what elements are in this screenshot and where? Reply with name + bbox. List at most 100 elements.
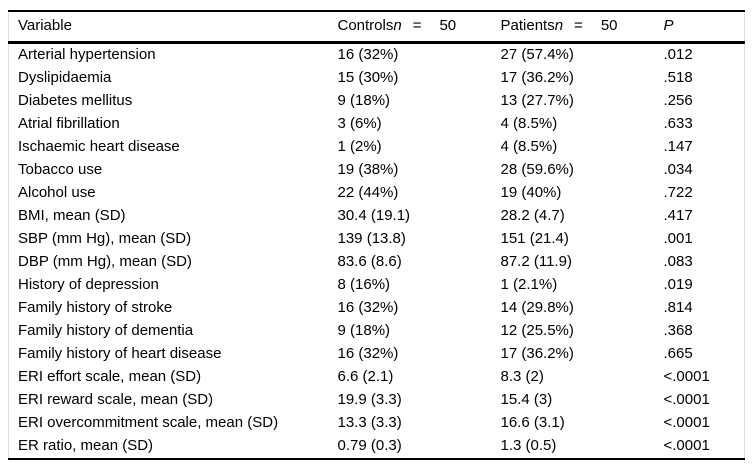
cell-p-value: .012 bbox=[663, 46, 693, 63]
table-row: Arterial hypertension 16 (32%) 27 (57.4%… bbox=[9, 43, 745, 68]
table-row: Family history of heart disease 16 (32%)… bbox=[9, 343, 745, 366]
cell-patients: 17 (36.2%) bbox=[500, 69, 574, 86]
cell-patients: 16.6 (3.1) bbox=[500, 414, 565, 431]
cell-p-value: .633 bbox=[663, 115, 693, 132]
table-row: ER ratio, mean (SD) 0.79 (0.3) 1.3 (0.5)… bbox=[8, 435, 745, 460]
cell-variable: Family history of heart disease bbox=[18, 345, 222, 362]
header-row: Variable Controlsn = 50 Patientsn = 50 P bbox=[8, 10, 745, 44]
cell-controls: 6.6 (2.1) bbox=[337, 368, 394, 385]
cell-variable: ER ratio, mean (SD) bbox=[8, 435, 338, 460]
cell-patients: 4 (8.5%) bbox=[500, 138, 558, 155]
table-row: Family history of stroke 16 (32%) 14 (29… bbox=[9, 297, 745, 320]
cell-controls: 13.3 (3.3) bbox=[337, 414, 402, 431]
cell-patients: 1.3 (0.5) bbox=[500, 435, 664, 460]
cell-controls: 19 (38%) bbox=[337, 161, 399, 178]
controls-header-label: Controls bbox=[337, 17, 394, 34]
cell-p-value: .417 bbox=[663, 207, 693, 224]
cell-controls: 22 (44%) bbox=[337, 184, 399, 201]
cell-variable: ERI effort scale, mean (SD) bbox=[18, 368, 202, 385]
table-header: Variable Controlsn = 50 Patientsn = 50 P bbox=[8, 10, 745, 44]
column-header-controls: Controlsn = 50 bbox=[337, 10, 501, 44]
column-header-patients: Patientsn = 50 bbox=[500, 10, 664, 44]
cell-controls: 0.79 (0.3) bbox=[337, 435, 501, 460]
cell-p-value: <.0001 bbox=[663, 368, 710, 385]
cell-patients: 8.3 (2) bbox=[500, 368, 544, 385]
cell-variable: ERI reward scale, mean (SD) bbox=[18, 391, 214, 408]
table-row: Tobacco use 19 (38%) 28 (59.6%) .034 bbox=[9, 159, 745, 182]
cell-p-value: .034 bbox=[663, 161, 693, 178]
p-value-header-label: P bbox=[663, 17, 674, 34]
variable-header-label: Variable bbox=[18, 17, 72, 34]
cell-controls: 16 (32%) bbox=[337, 345, 399, 362]
cell-patients: 14 (29.8%) bbox=[500, 299, 574, 316]
table-row: Alcohol use 22 (44%) 19 (40%) .722 bbox=[9, 182, 745, 205]
cell-p-value: <.0001 bbox=[663, 435, 745, 460]
cell-controls: 83.6 (8.6) bbox=[337, 253, 402, 270]
cell-controls: 15 (30%) bbox=[337, 69, 399, 86]
patients-sample-size: 50 bbox=[600, 17, 618, 34]
clinical-characteristics-table: Variable Controlsn = 50 Patientsn = 50 P Art… bbox=[8, 10, 745, 460]
table-row: DBP (mm Hg), mean (SD) 83.6 (8.6) 87.2 (… bbox=[9, 251, 745, 274]
table-body: Arterial hypertension 16 (32%) 27 (57.4%… bbox=[8, 43, 745, 460]
cell-p-value: .019 bbox=[663, 276, 693, 293]
cell-variable: DBP (mm Hg), mean (SD) bbox=[18, 253, 192, 270]
column-header-p-value: P bbox=[663, 10, 745, 44]
cell-p-value: .368 bbox=[663, 322, 693, 339]
cell-patients: 13 (27.7%) bbox=[500, 92, 574, 109]
cell-patients: 151 (21.4) bbox=[500, 230, 569, 247]
controls-n-symbol: n bbox=[393, 17, 402, 34]
cell-patients: 28.2 (4.7) bbox=[500, 207, 565, 224]
cell-controls: 139 (13.8) bbox=[337, 230, 406, 247]
cell-patients: 19 (40%) bbox=[500, 184, 562, 201]
cell-patients: 27 (57.4%) bbox=[500, 46, 574, 63]
cell-variable: Family history of dementia bbox=[18, 322, 194, 339]
table-row: Atrial fibrillation 3 (6%) 4 (8.5%) .633 bbox=[9, 113, 745, 136]
patients-n-symbol: n bbox=[554, 17, 564, 34]
cell-patients: 17 (36.2%) bbox=[500, 345, 574, 362]
column-header-variable: Variable bbox=[8, 10, 338, 44]
cell-patients: 4 (8.5%) bbox=[500, 115, 558, 132]
cell-patients: 1 (2.1%) bbox=[500, 276, 558, 293]
table-row: Dyslipidaemia 15 (30%) 17 (36.2%) .518 bbox=[9, 67, 745, 90]
cell-p-value: .665 bbox=[663, 345, 693, 362]
cell-controls: 30.4 (19.1) bbox=[337, 207, 411, 224]
cell-controls: 3 (6%) bbox=[337, 115, 382, 132]
cell-controls: 1 (2%) bbox=[337, 138, 382, 155]
cell-p-value: .722 bbox=[663, 184, 693, 201]
cell-patients: 28 (59.6%) bbox=[500, 161, 574, 178]
cell-variable: Tobacco use bbox=[18, 161, 103, 178]
cell-variable: Arterial hypertension bbox=[18, 46, 156, 63]
cell-variable: Ischaemic heart disease bbox=[18, 138, 180, 155]
cell-variable: BMI, mean (SD) bbox=[18, 207, 126, 224]
table-row: BMI, mean (SD) 30.4 (19.1) 28.2 (4.7) .4… bbox=[9, 205, 745, 228]
table-row: History of depression 8 (16%) 1 (2.1%) .… bbox=[9, 274, 745, 297]
cell-controls: 9 (18%) bbox=[337, 92, 391, 109]
controls-equals-sign: = bbox=[412, 17, 422, 34]
table-row: ERI reward scale, mean (SD) 19.9 (3.3) 1… bbox=[9, 389, 745, 412]
cell-variable: Family history of stroke bbox=[18, 299, 173, 316]
cell-variable: SBP (mm Hg), mean (SD) bbox=[18, 230, 192, 247]
cell-patients: 12 (25.5%) bbox=[500, 322, 574, 339]
cell-p-value: <.0001 bbox=[663, 414, 710, 431]
patients-header-label: Patients bbox=[500, 17, 555, 34]
table-row: SBP (mm Hg), mean (SD) 139 (13.8) 151 (2… bbox=[9, 228, 745, 251]
cell-variable: Alcohol use bbox=[18, 184, 96, 201]
cell-controls: 8 (16%) bbox=[337, 276, 391, 293]
cell-variable: Dyslipidaemia bbox=[18, 69, 112, 86]
cell-p-value: .518 bbox=[663, 69, 693, 86]
cell-controls: 9 (18%) bbox=[337, 322, 391, 339]
cell-variable: History of depression bbox=[18, 276, 159, 293]
cell-controls: 16 (32%) bbox=[337, 299, 399, 316]
table-row: Family history of dementia 9 (18%) 12 (2… bbox=[9, 320, 745, 343]
cell-p-value: .814 bbox=[663, 299, 693, 316]
cell-variable: ERI overcommitment scale, mean (SD) bbox=[18, 414, 279, 431]
table-row: Diabetes mellitus 9 (18%) 13 (27.7%) .25… bbox=[9, 90, 745, 113]
cell-variable: Diabetes mellitus bbox=[18, 92, 133, 109]
table-row: Ischaemic heart disease 1 (2%) 4 (8.5%) … bbox=[9, 136, 745, 159]
cell-variable: Atrial fibrillation bbox=[18, 115, 120, 132]
cell-p-value: .256 bbox=[663, 92, 693, 109]
cell-p-value: .083 bbox=[663, 253, 693, 270]
cell-patients: 15.4 (3) bbox=[500, 391, 553, 408]
controls-sample-size: 50 bbox=[439, 17, 457, 34]
